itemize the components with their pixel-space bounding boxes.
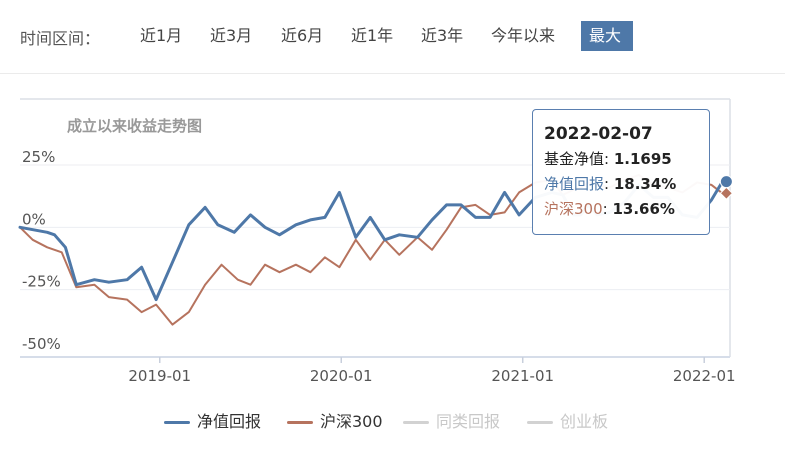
tooltip-nav-label: 基金净值 <box>544 150 605 168</box>
x-tick-label: 2019-01 <box>128 367 191 385</box>
x-tick-label: 2022-01 <box>673 367 736 385</box>
range-option-6m[interactable]: 近6月 <box>281 26 324 45</box>
tooltip-index-value: 13.66% <box>612 200 675 218</box>
tooltip-nav-value: 1.1695 <box>613 150 672 168</box>
fund-return-marker <box>719 175 733 189</box>
range-option-1y[interactable]: 近1年 <box>351 26 394 45</box>
legend-chinext[interactable]: 创业板 <box>527 410 608 434</box>
range-option-max[interactable]: 最大 <box>581 21 633 51</box>
y-tick-label: 25% <box>22 148 55 166</box>
legend-fund-swatch <box>164 421 190 424</box>
x-tick-label: 2020-01 <box>310 367 373 385</box>
hover-tooltip: 2022-02-07 基金净值: 1.1695 净值回报: 18.34% 沪深3… <box>532 109 710 235</box>
legend-peer-return[interactable]: 同类回报 <box>403 410 500 434</box>
legend-hs300-label: 沪深300 <box>320 412 383 431</box>
time-range-selector: 时间区间： 近1月 近3月 近6月 近1年 近3年 今年以来 最大 <box>0 0 785 74</box>
tooltip-date: 2022-02-07 <box>544 124 653 144</box>
range-option-1m[interactable]: 近1月 <box>140 26 183 45</box>
hs300-marker <box>719 186 734 200</box>
range-option-3y[interactable]: 近3年 <box>421 26 464 45</box>
range-option-3m[interactable]: 近3月 <box>210 26 253 45</box>
tooltip-nav-row: 基金净值: 1.1695 <box>544 150 672 168</box>
y-tick-label: -25% <box>22 273 61 291</box>
legend-peer-swatch <box>403 421 429 424</box>
x-tick-label: 2021-01 <box>491 367 554 385</box>
tooltip-fund-value: 18.34% <box>613 175 677 193</box>
legend-peer-label: 同类回报 <box>436 412 501 431</box>
tooltip-fund-label: 净值回报 <box>544 175 605 193</box>
legend-hs300[interactable]: 沪深300 <box>287 410 383 434</box>
y-tick-label: 0% <box>22 210 46 228</box>
legend-chinext-swatch <box>527 421 553 424</box>
legend-hs300-swatch <box>287 421 313 424</box>
y-tick-label: -50% <box>22 335 61 353</box>
legend-fund-label: 净值回报 <box>197 412 262 431</box>
tooltip-index-row: 沪深300: 13.66% <box>544 200 675 218</box>
legend-chinext-label: 创业板 <box>560 412 609 431</box>
legend-fund-return[interactable]: 净值回报 <box>164 410 261 434</box>
range-option-ytd[interactable]: 今年以来 <box>491 26 556 45</box>
tooltip-index-label: 沪深300 <box>544 200 603 218</box>
tooltip-fund-row: 净值回报: 18.34% <box>544 175 677 193</box>
chart-title: 成立以来收益走势图 <box>67 117 202 135</box>
time-range-label: 时间区间： <box>20 29 101 48</box>
